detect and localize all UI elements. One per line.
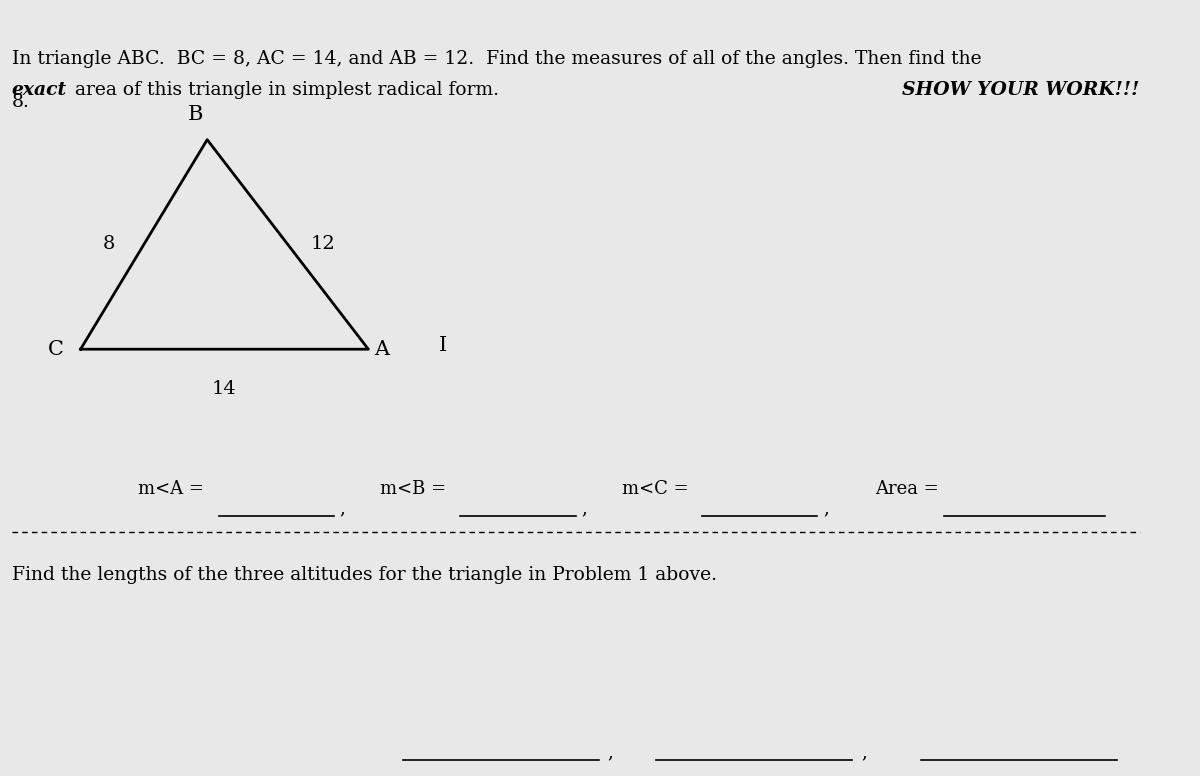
Text: ,: , xyxy=(862,743,866,762)
Text: ,: , xyxy=(823,499,829,518)
Text: 12: 12 xyxy=(311,235,336,254)
Text: ,: , xyxy=(581,499,587,518)
Text: exact: exact xyxy=(12,81,67,99)
Text: I: I xyxy=(439,336,448,355)
Text: m<B =: m<B = xyxy=(380,480,446,498)
Text: Find the lengths of the three altitudes for the triangle in Problem 1 above.: Find the lengths of the three altitudes … xyxy=(12,566,716,584)
Text: C: C xyxy=(48,340,64,359)
Text: In triangle ABC.  BC = 8, AC = 14, and AB = 12.  Find the measures of all of the: In triangle ABC. BC = 8, AC = 14, and AB… xyxy=(12,50,982,68)
Text: area of this triangle in simplest radical form.: area of this triangle in simplest radica… xyxy=(74,81,499,99)
Text: 14: 14 xyxy=(212,380,236,398)
Text: A: A xyxy=(374,340,389,359)
Text: Area =: Area = xyxy=(875,480,938,498)
Text: ,: , xyxy=(607,743,613,762)
Text: 8: 8 xyxy=(103,235,115,254)
Text: 8.: 8. xyxy=(12,93,29,111)
Text: m<A =: m<A = xyxy=(138,480,204,498)
Text: SHOW YOUR WORK!!!: SHOW YOUR WORK!!! xyxy=(902,81,1140,99)
Text: B: B xyxy=(188,106,203,124)
Text: m<C =: m<C = xyxy=(622,480,689,498)
Text: ,: , xyxy=(340,499,346,518)
